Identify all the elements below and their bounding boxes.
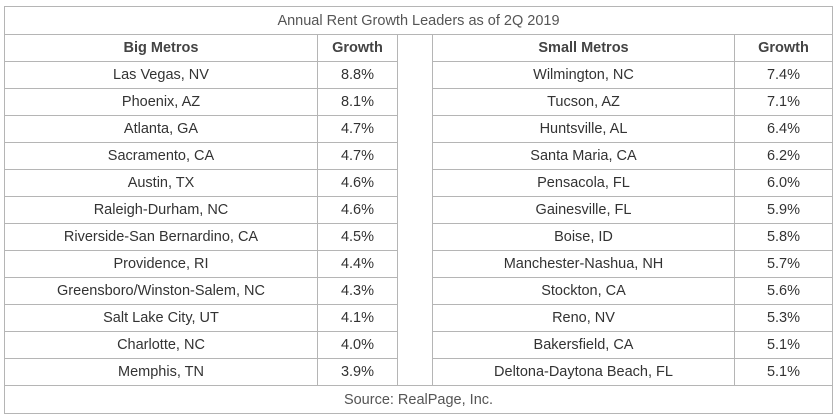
data-row: Atlanta, GA 4.7% Huntsville, AL 6.4% [4,115,833,143]
growth-cell: 5.6% [734,277,833,305]
data-row: Greensboro/Winston-Salem, NC 4.3% Stockton… [4,277,833,305]
growth-cell: 3.9% [317,358,398,386]
spacer-cell [397,169,433,197]
data-row: Raleigh-Durham, NC 4.6% Gainesville, FL 5.9… [4,196,833,224]
growth-cell: 8.1% [317,88,398,116]
growth-cell: 4.4% [317,250,398,278]
metro-cell: Huntsville, AL [432,115,735,143]
growth-cell: 6.0% [734,169,833,197]
spacer-cell [397,331,433,359]
metro-cell: Sacramento, CA [4,142,318,170]
growth-cell: 4.7% [317,142,398,170]
growth-cell: 4.5% [317,223,398,251]
growth-cell: 7.1% [734,88,833,116]
growth-cell: 4.6% [317,169,398,197]
data-row: Providence, RI 4.4% Manchester-Nashua, NH 5… [4,250,833,278]
metro-cell: Stockton, CA [432,277,735,305]
metro-cell: Reno, NV [432,304,735,332]
spacer-cell [397,142,433,170]
source-row: Source: RealPage, Inc. [4,385,833,414]
metro-cell: Las Vegas, NV [4,61,318,89]
growth-header: Growth [317,34,398,62]
growth-cell: 5.1% [734,331,833,359]
rent-growth-table: Annual Rent Growth Leaders as of 2Q 2019… [4,6,833,414]
growth-cell: 4.6% [317,196,398,224]
data-row: Charlotte, NC 4.0% Bakersfield, CA 5.1% [4,331,833,359]
metro-cell: Phoenix, AZ [4,88,318,116]
growth-cell: 4.7% [317,115,398,143]
growth-cell: 8.8% [317,61,398,89]
growth-cell: 5.9% [734,196,833,224]
data-row: Memphis, TN 3.9% Deltona-Daytona Beach, FL… [4,358,833,386]
table-title: Annual Rent Growth Leaders as of 2Q 2019 [4,6,833,35]
spacer-cell [397,277,433,305]
spacer-cell [397,223,433,251]
growth-cell: 5.3% [734,304,833,332]
growth-cell: 6.2% [734,142,833,170]
spacer-cell [397,88,433,116]
metro-header: Small Metros [432,34,735,62]
metro-cell: Pensacola, FL [432,169,735,197]
metro-cell: Raleigh-Durham, NC [4,196,318,224]
growth-cell: 7.4% [734,61,833,89]
metro-cell: Gainesville, FL [432,196,735,224]
spacer-cell [397,250,433,278]
data-row: Sacramento, CA 4.7% Santa Maria, CA 6.2% [4,142,833,170]
metro-cell: Charlotte, NC [4,331,318,359]
metro-cell: Bakersfield, CA [432,331,735,359]
metro-cell: Tucson, AZ [432,88,735,116]
metro-cell: Boise, ID [432,223,735,251]
spacer-cell [397,61,433,89]
spacer-cell [397,115,433,143]
growth-cell: 6.4% [734,115,833,143]
metro-cell: Riverside-San Bernardino, CA [4,223,318,251]
growth-cell: 4.3% [317,277,398,305]
metro-cell: Wilmington, NC [432,61,735,89]
metro-cell: Salt Lake City, UT [4,304,318,332]
growth-cell: 5.7% [734,250,833,278]
metro-cell: Atlanta, GA [4,115,318,143]
data-row: Las Vegas, NV 8.8% Wilmington, NC 7.4% [4,61,833,89]
spacer-cell [397,358,433,386]
title-row: Annual Rent Growth Leaders as of 2Q 2019 [4,6,833,35]
source-note: Source: RealPage, Inc. [4,385,833,414]
growth-cell: 5.1% [734,358,833,386]
metro-cell: Austin, TX [4,169,318,197]
data-row: Phoenix, AZ 8.1% Tucson, AZ 7.1% [4,88,833,116]
data-row: Austin, TX 4.6% Pensacola, FL 6.0% [4,169,833,197]
spacer-cell [397,304,433,332]
growth-cell: 4.1% [317,304,398,332]
metro-cell: Memphis, TN [4,358,318,386]
growth-cell: 4.0% [317,331,398,359]
metro-cell: Providence, RI [4,250,318,278]
metro-cell: Deltona-Daytona Beach, FL [432,358,735,386]
metro-cell: Manchester-Nashua, NH [432,250,735,278]
growth-header: Growth [734,34,833,62]
data-row: Riverside-San Bernardino, CA 4.5% Boise, I… [4,223,833,251]
spacer-cell [397,34,433,62]
table-body: Annual Rent Growth Leaders as of 2Q 2019… [4,6,833,414]
metro-cell: Santa Maria, CA [432,142,735,170]
header-row: Big Metros Growth Small Metros Growth [4,34,833,62]
spacer-cell [397,196,433,224]
growth-cell: 5.8% [734,223,833,251]
metro-cell: Greensboro/Winston-Salem, NC [4,277,318,305]
data-row: Salt Lake City, UT 4.1% Reno, NV 5.3% [4,304,833,332]
metro-header: Big Metros [4,34,318,62]
